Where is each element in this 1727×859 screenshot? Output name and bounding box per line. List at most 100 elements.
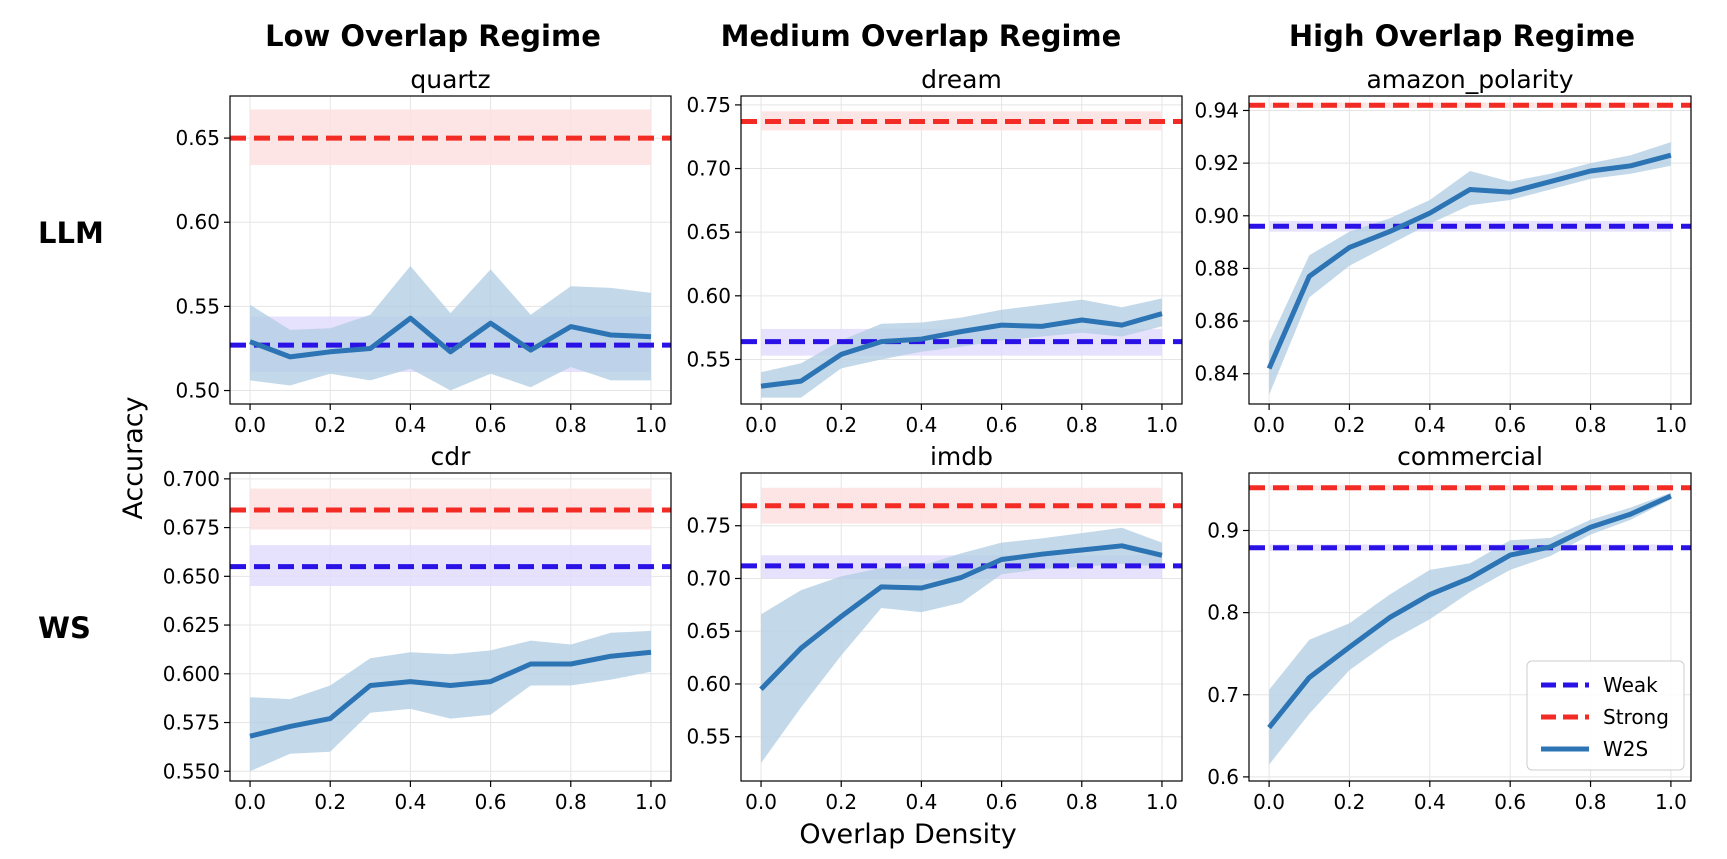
y-tick-label: 0.8 <box>1207 601 1239 625</box>
y-tick-label: 0.625 <box>163 613 220 637</box>
x-tick-label: 0.8 <box>1575 790 1607 814</box>
x-tick-label: 0.2 <box>314 790 346 814</box>
x-tick-label: 0.6 <box>1494 413 1526 437</box>
legend-w2s-label: W2S <box>1603 737 1648 761</box>
y-tick-label: 0.700 <box>163 467 220 491</box>
y-tick-label: 0.575 <box>163 711 220 735</box>
x-tick-label: 0.8 <box>1575 413 1607 437</box>
row-label-ws: WS <box>38 611 91 645</box>
x-tick-label: 0.6 <box>475 790 507 814</box>
axes-frame <box>229 472 672 782</box>
x-tick-label: 0.8 <box>1066 790 1098 814</box>
panel-amazon-polarity: 0.0 0.2 0.4 0.6 0.8 1.0 0.84 0.86 0.88 0.90 0.92 0.… <box>1194 65 1692 437</box>
column-title-high: High Overlap Regime <box>1289 19 1635 53</box>
legend-strong-label: Strong <box>1603 705 1669 729</box>
y-tick-label: 0.55 <box>175 294 220 318</box>
y-tick-label: 0.75 <box>686 93 731 117</box>
subplot-title: quartz <box>410 65 490 94</box>
column-title-low: Low Overlap Regime <box>265 19 601 53</box>
panel-cdr: 0.0 0.2 0.4 0.6 0.8 1.0 0.550 0.575 0.600 0.625 0.… <box>163 442 672 814</box>
x-tick-label: 0.0 <box>1253 790 1285 814</box>
y-tick-label: 0.65 <box>686 619 731 643</box>
y-tick-label: 0.90 <box>1194 204 1239 228</box>
y-tick-label: 0.50 <box>175 379 220 403</box>
x-tick-label: 1.0 <box>1146 790 1178 814</box>
x-tick-label: 0.2 <box>314 413 346 437</box>
x-tick-label: 0.6 <box>986 790 1018 814</box>
x-tick-label: 0.6 <box>986 413 1018 437</box>
y-tick-label: 0.70 <box>686 566 731 590</box>
panel-quartz: 0.0 0.2 0.4 0.6 0.8 1.0 0.50 0.55 0.60 0.65 quartz <box>175 65 672 437</box>
x-tick-label: 0.8 <box>555 413 587 437</box>
y-tick-label: 0.65 <box>175 126 220 150</box>
x-tick-label: 0.4 <box>906 413 938 437</box>
y-tick-label: 0.70 <box>686 157 731 181</box>
subplot-title: imdb <box>930 442 993 471</box>
x-tick-label: 0.0 <box>234 413 266 437</box>
x-tick-label: 0.4 <box>1414 790 1446 814</box>
legend-box <box>1526 660 1685 771</box>
w2s-band <box>250 266 651 391</box>
y-tick-label: 0.60 <box>686 284 731 308</box>
y-tick-label: 0.55 <box>686 725 731 749</box>
x-tick-label: 0.6 <box>475 413 507 437</box>
y-tick-label: 0.600 <box>163 662 220 686</box>
axes-frame <box>1248 472 1692 782</box>
y-tick-label: 0.650 <box>163 564 220 588</box>
y-tick-label: 0.60 <box>175 210 220 234</box>
x-axis-label: Overlap Density <box>799 819 1016 850</box>
row-label-llm: LLM <box>38 216 104 250</box>
x-tick-label: 0.6 <box>1494 790 1526 814</box>
y-tick-label: 0.675 <box>163 516 220 540</box>
y-tick-label: 0.88 <box>1194 256 1239 280</box>
w2s-band <box>1269 492 1671 765</box>
w2s-band <box>761 527 1162 764</box>
x-tick-label: 0.4 <box>906 790 938 814</box>
y-tick-label: 0.86 <box>1194 309 1239 333</box>
x-tick-label: 1.0 <box>1655 790 1687 814</box>
subplot-title: amazon_polarity <box>1366 65 1573 94</box>
panel-imdb: 0.0 0.2 0.4 0.6 0.8 1.0 0.55 0.60 0.65 0.70 0.75 im… <box>686 442 1183 814</box>
x-tick-label: 0.0 <box>745 790 777 814</box>
y-tick-label: 0.7 <box>1207 683 1239 707</box>
subplot-title: commercial <box>1397 442 1543 471</box>
column-title-medium: Medium Overlap Regime <box>721 19 1122 53</box>
subplot-title: dream <box>921 65 1002 94</box>
x-tick-label: 0.4 <box>395 413 427 437</box>
w2s-line <box>1267 493 1672 730</box>
w2s-line <box>249 315 652 360</box>
y-tick-label: 0.550 <box>163 759 220 783</box>
axes-frame <box>740 472 1183 782</box>
x-tick-label: 0.8 <box>1066 413 1098 437</box>
y-tick-label: 0.60 <box>686 672 731 696</box>
y-tick-label: 0.9 <box>1207 518 1239 542</box>
w2s-line <box>759 543 1163 691</box>
legend-weak-label: Weak <box>1603 673 1658 697</box>
y-tick-label: 0.84 <box>1194 362 1239 386</box>
x-tick-label: 1.0 <box>1146 413 1178 437</box>
w2s-line <box>760 311 1163 389</box>
x-tick-label: 0.2 <box>1334 790 1366 814</box>
axes-frame <box>1248 95 1692 405</box>
y-axis-label: Accuracy <box>118 396 149 519</box>
panel-dream: 0.0 0.2 0.4 0.6 0.8 1.0 0.55 0.60 0.65 0.70 0.75 dr… <box>686 65 1183 437</box>
x-tick-label: 0.2 <box>1334 413 1366 437</box>
y-tick-label: 0.94 <box>1194 98 1239 122</box>
x-tick-label: 0.2 <box>825 413 857 437</box>
y-tick-label: 0.65 <box>686 220 731 244</box>
x-tick-label: 0.8 <box>555 790 587 814</box>
y-tick-label: 0.92 <box>1194 151 1239 175</box>
y-tick-label: 0.55 <box>686 347 731 371</box>
w2s-line <box>249 649 652 739</box>
x-tick-label: 1.0 <box>1655 413 1687 437</box>
x-tick-label: 1.0 <box>635 790 667 814</box>
x-tick-label: 0.2 <box>825 790 857 814</box>
y-tick-label: 0.6 <box>1207 765 1239 789</box>
x-tick-label: 0.4 <box>395 790 427 814</box>
x-tick-label: 0.0 <box>1253 413 1285 437</box>
axes-frame <box>229 95 672 405</box>
y-tick-label: 0.75 <box>686 514 731 538</box>
axes-frame <box>740 95 1183 405</box>
panel-commercial: 0.0 0.2 0.4 0.6 0.8 1.0 0.6 0.7 0.8 0.9 commercial <box>1207 442 1692 814</box>
